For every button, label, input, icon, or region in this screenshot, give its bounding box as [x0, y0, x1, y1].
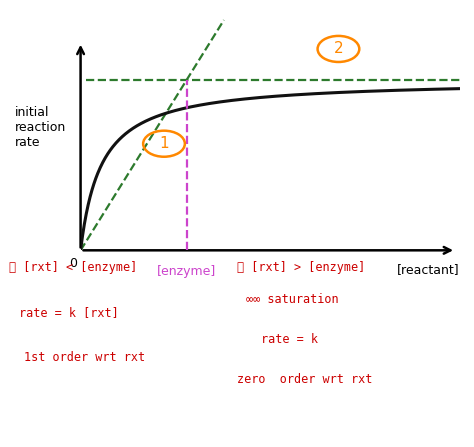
- Text: 2: 2: [334, 42, 343, 56]
- Text: 1: 1: [159, 136, 169, 151]
- Text: zero  order wrt rxt: zero order wrt rxt: [237, 373, 373, 386]
- Text: ∞∞ saturation: ∞∞ saturation: [246, 293, 339, 306]
- Text: [reactant]: [reactant]: [397, 263, 460, 276]
- Text: initial
reaction
rate: initial reaction rate: [15, 105, 66, 148]
- Text: [enzyme]: [enzyme]: [157, 265, 216, 278]
- Text: 0: 0: [69, 257, 77, 270]
- Text: rate = k: rate = k: [261, 333, 318, 346]
- Text: ① [rxt] < [enzyme]: ① [rxt] < [enzyme]: [9, 261, 138, 274]
- Text: 1st order wrt rxt: 1st order wrt rxt: [24, 351, 145, 364]
- Text: ② [rxt] > [enzyme]: ② [rxt] > [enzyme]: [237, 261, 365, 274]
- Text: rate = k [rxt]: rate = k [rxt]: [19, 306, 118, 319]
